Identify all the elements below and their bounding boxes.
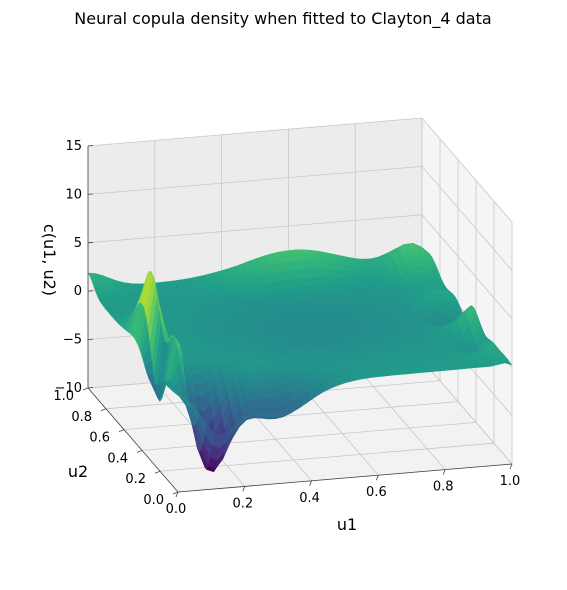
x-tick-label: 0.6 [366, 485, 387, 500]
y-axis-line [87, 387, 179, 493]
z-tick-label: −5 [63, 333, 82, 348]
x-tick-mark [442, 469, 446, 475]
x-tick-mark [175, 491, 179, 498]
y-axis-label: u2 [68, 462, 88, 481]
y-axis-ticks: 0.0 0.2 0.4 0.6 0.8 1.0 [53, 387, 179, 508]
x-tick-label: 0.8 [433, 480, 454, 495]
z-tick-mark [87, 290, 94, 292]
grid-line-z [87, 214, 513, 320]
z-tick-mark [87, 193, 94, 195]
z-axis-label: c(u1, u2) [40, 224, 59, 296]
z-tick-label: 0 [74, 284, 82, 299]
x-tick-label: 0.2 [232, 496, 253, 511]
side-pane [422, 118, 512, 464]
density-surface [87, 243, 513, 473]
y-tick-label: 0.6 [89, 431, 110, 446]
y-tick-mark [136, 450, 143, 453]
z-tick-label: 15 [65, 139, 82, 154]
y-tick-mark [82, 387, 89, 391]
x-tick-label: 0.0 [166, 502, 187, 517]
y-tick-label: 0.0 [143, 493, 164, 508]
y-tick-mark [100, 408, 107, 412]
x-tick-mark [242, 486, 246, 492]
y-tick-label: 0.2 [125, 472, 146, 487]
y-tick-label: 0.8 [71, 410, 92, 425]
z-tick-label: 5 [74, 236, 82, 251]
y-tick-mark [154, 470, 161, 474]
grid-line-z [87, 165, 513, 271]
y-tick-mark [118, 429, 125, 432]
axis-lines [87, 146, 513, 493]
z-axis-ticks: −10 −5 0 5 10 15 [55, 139, 94, 396]
z-tick-label: 10 [65, 187, 82, 202]
z-tick-mark [87, 145, 94, 147]
x-tick-label: 0.4 [299, 491, 320, 506]
z-tick-label: −10 [55, 381, 82, 396]
z-tick-mark [87, 387, 94, 389]
x-tick-mark [509, 463, 513, 470]
y-tick-label: 1.0 [53, 389, 74, 404]
x-axis-line [177, 463, 513, 493]
x-axis-ticks: 0.0 0.2 0.4 0.6 0.8 1.0 [166, 463, 521, 517]
z-tick-mark [87, 241, 94, 244]
x-axis-label: u1 [337, 515, 357, 534]
z-tick-mark [87, 338, 94, 340]
grid-line-z [87, 117, 513, 223]
y-tick-mark [172, 491, 179, 495]
surface-facet [502, 358, 513, 366]
x-tick-mark [309, 480, 312, 486]
x-tick-label: 1.0 [500, 474, 521, 489]
y-tick-label: 0.4 [107, 451, 128, 466]
chart-title: Neural copula density when fitted to Cla… [74, 9, 491, 29]
x-tick-mark [376, 475, 379, 481]
